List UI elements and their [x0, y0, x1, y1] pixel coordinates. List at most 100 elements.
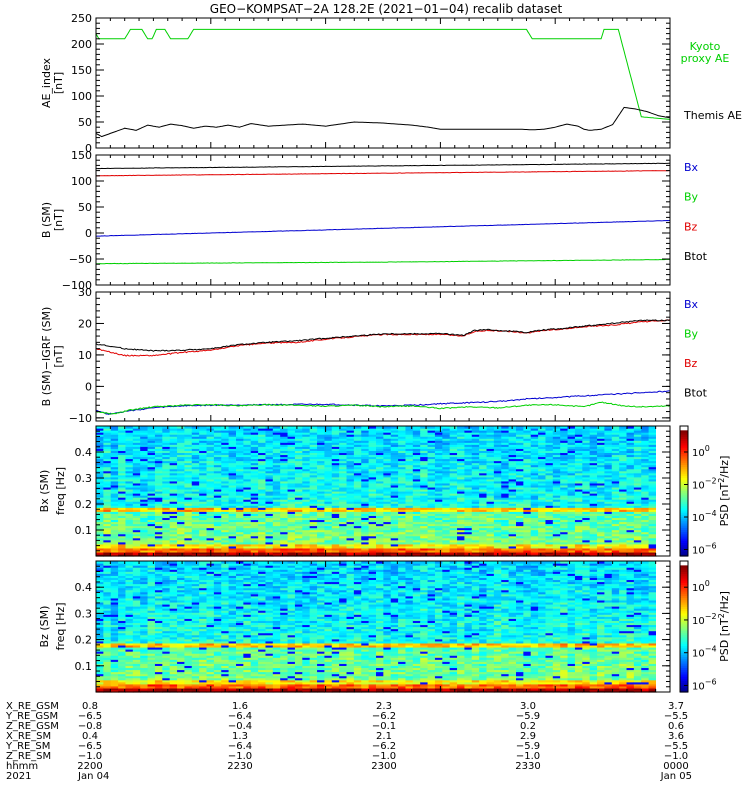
spectrogram-cell [361, 450, 370, 454]
spectrogram-cell [523, 539, 532, 543]
spectrogram-cell [324, 539, 333, 543]
spectrogram-cell [479, 537, 488, 541]
spectrogram-cell [420, 482, 429, 486]
spectrogram-cell [493, 539, 502, 543]
spectrogram-cell [560, 519, 569, 523]
spectrogram-cell [405, 521, 414, 525]
spectrogram-cell [243, 446, 252, 449]
spectrogram-cell [339, 513, 348, 516]
spectrogram-cell [132, 426, 141, 429]
spectrogram-cell [412, 488, 421, 492]
spectrogram-cell [258, 553, 267, 557]
spectrogram-cell [560, 535, 569, 539]
spectrogram-cell [486, 517, 495, 521]
spectrogram-cell [272, 545, 281, 549]
spectrogram-cell [287, 503, 296, 506]
spectrogram-cell [258, 468, 267, 472]
spectrogram-cell [574, 517, 583, 521]
spectrogram-cell [339, 515, 348, 519]
spectrogram-cell [169, 511, 178, 514]
spectrogram-cell [501, 440, 510, 443]
spectrogram-cell [331, 458, 340, 462]
spectrogram-cell [574, 501, 583, 504]
spectrogram-cell [560, 491, 569, 494]
spectrogram-cell [331, 533, 340, 537]
spectrogram-cell [464, 470, 473, 474]
spectrogram-cell [582, 521, 591, 525]
spectrogram-cell [125, 503, 134, 506]
spectrogram-cell [346, 458, 355, 462]
spectrogram-cell [280, 509, 289, 512]
spectrogram-cell [471, 517, 480, 521]
spectrogram-cell [508, 515, 517, 519]
spectrogram-cell [287, 444, 296, 447]
spectrogram-cell [177, 474, 186, 478]
spectrogram-cell [449, 434, 458, 437]
spectrogram-cell [317, 454, 326, 458]
spectrogram-cell [449, 553, 458, 557]
spectrogram-cell [110, 444, 119, 447]
spectrogram-cell [516, 491, 524, 494]
spectrogram-cell [383, 497, 392, 500]
spectrogram-cell [103, 480, 112, 484]
spectrogram-cell [611, 535, 620, 539]
spectrogram-cell [228, 535, 237, 539]
spectrogram-cell [552, 482, 561, 486]
spectrogram-cell [368, 525, 377, 529]
spectrogram-cell [250, 499, 259, 502]
spectrogram-cell [611, 547, 620, 551]
spectrogram-cell [368, 543, 377, 547]
spectrogram-cell [545, 507, 554, 510]
spectrogram-cell [199, 454, 208, 458]
spectrogram-cell [589, 476, 598, 480]
spectrogram-cell [169, 517, 178, 521]
spectrogram-cell [376, 448, 384, 451]
spectrogram-cell [184, 472, 193, 476]
spectrogram-cell [582, 495, 591, 498]
spectrogram-cell [530, 458, 539, 462]
spectrogram-cell [427, 436, 436, 439]
spectrogram-cell [132, 450, 141, 454]
spectrogram-cell [560, 430, 569, 433]
spectrogram-cell [405, 511, 414, 514]
spectrogram-cell [228, 541, 237, 545]
spectrogram-cell [177, 503, 186, 506]
spectrogram-cell [449, 478, 458, 482]
spectrogram-cell [250, 553, 259, 557]
spectrogram-cell [449, 460, 458, 464]
spectrogram-cell [560, 545, 569, 549]
spectrogram-cell [464, 436, 473, 439]
spectrogram-cell [140, 428, 149, 431]
spectrogram-cell [412, 470, 421, 474]
spectrogram-cell [250, 438, 259, 441]
spectrogram-cell [567, 533, 576, 537]
spectrogram-cell [582, 491, 591, 494]
spectrogram-cell [346, 523, 355, 527]
spectrogram-cell [140, 440, 149, 443]
spectrogram-cell [302, 454, 311, 458]
spectrogram-cell [493, 547, 502, 551]
spectrogram-cell [434, 486, 443, 490]
spectrogram-cell [493, 430, 502, 433]
spectrogram-cell [420, 436, 429, 439]
spectrogram-cell [567, 495, 576, 498]
spectrogram-cell [574, 529, 583, 533]
spectrogram-cell [508, 493, 517, 496]
spectrogram-cell [597, 545, 606, 549]
spectrogram-cell [376, 464, 384, 468]
spectrogram-cell [317, 430, 326, 433]
series-line-btot [96, 319, 670, 352]
spectrogram-cell [361, 501, 370, 504]
spectrogram-cell [184, 458, 193, 462]
spectrogram-cell [611, 519, 620, 523]
spectrogram-cell [236, 472, 244, 476]
spectrogram-cell [398, 535, 407, 539]
spectrogram-cell [361, 446, 370, 449]
spectrogram-cell [110, 515, 119, 519]
spectrogram-cell [398, 511, 407, 514]
spectrogram-cell [154, 442, 163, 445]
spectrogram-cell [221, 523, 230, 527]
spectrogram-cell [132, 517, 141, 521]
spectrogram-cell [538, 462, 547, 466]
spectrogram-cell [302, 533, 311, 537]
